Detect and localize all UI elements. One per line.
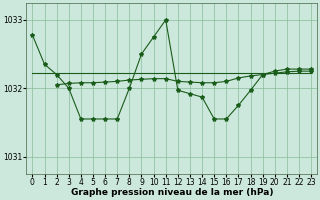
X-axis label: Graphe pression niveau de la mer (hPa): Graphe pression niveau de la mer (hPa) (70, 188, 273, 197)
